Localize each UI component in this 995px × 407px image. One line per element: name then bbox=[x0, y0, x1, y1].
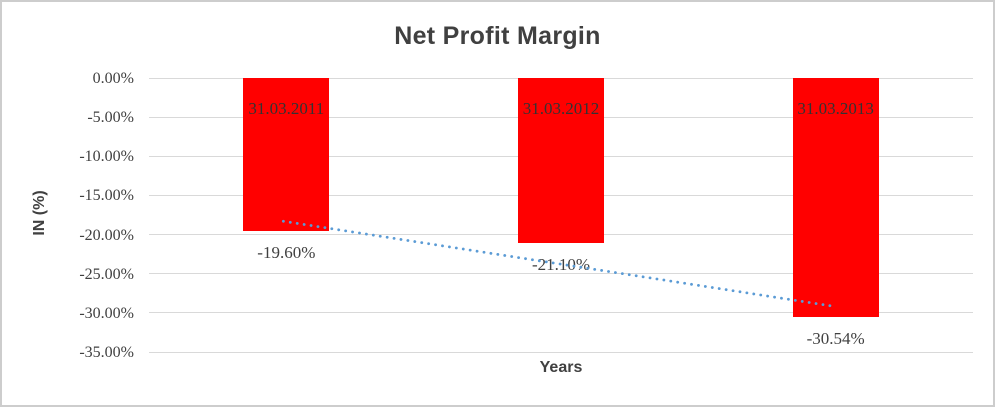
category-label: 31.03.2011 bbox=[248, 99, 325, 118]
value-label: -30.54% bbox=[806, 329, 865, 349]
gridline bbox=[149, 351, 973, 353]
bar-31.03.2011 bbox=[243, 78, 330, 232]
value-label: -21.10% bbox=[531, 255, 591, 275]
chart-title: Net Profit Margin bbox=[394, 22, 601, 50]
gridline bbox=[149, 312, 973, 314]
y-axis-tick-label: 0.00% bbox=[92, 70, 134, 87]
y-axis-tick-label: -20.00% bbox=[79, 226, 134, 244]
value-label: -19.60% bbox=[257, 243, 316, 263]
bar-31.03.2012 bbox=[518, 78, 604, 244]
y-axis-tick-label: -30.00% bbox=[79, 304, 134, 322]
category-label: 31.03.2013 bbox=[797, 99, 874, 118]
y-axis-tick-label: -25.00% bbox=[79, 265, 134, 283]
y-axis-tick-label: -35.00% bbox=[79, 344, 134, 361]
y-axis-tick-label: -10.00% bbox=[79, 148, 134, 166]
y-axis-tick-label: -15.00% bbox=[79, 187, 134, 205]
category-label: 31.03.2012 bbox=[522, 99, 600, 118]
x-axis-title: Years bbox=[539, 359, 583, 376]
y-axis-tick-label: -5.00% bbox=[87, 109, 134, 127]
